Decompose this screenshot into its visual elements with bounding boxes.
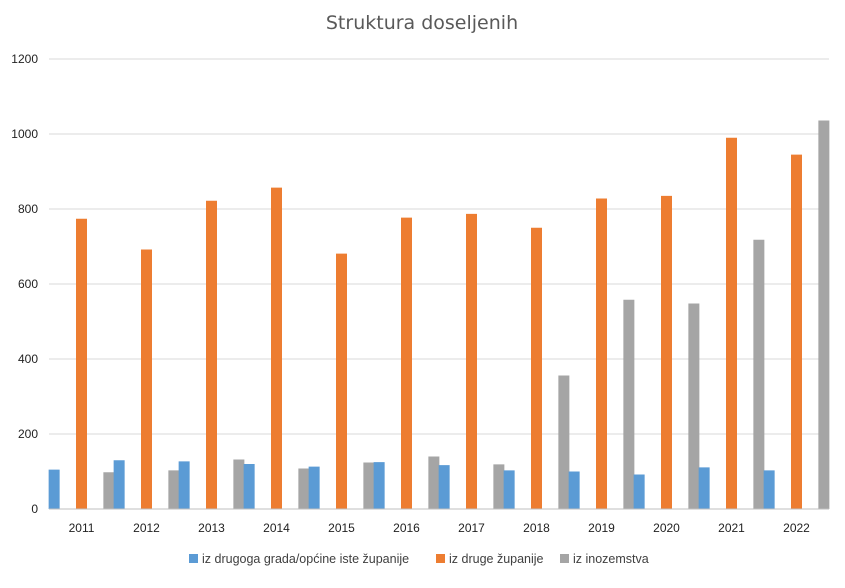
y-tick-label: 1000 [11,127,38,141]
bar-3-2020 [688,303,700,509]
y-tick-label: 600 [18,277,38,291]
bar-1-2013 [178,461,190,509]
x-tick-label: 2018 [523,521,550,535]
bar-1-2018 [503,470,515,509]
x-tick-label: 2019 [588,521,615,535]
bar-2-2017 [466,213,477,509]
legend-label-1: iz drugoga grada/općine iste županije [202,552,409,566]
bar-3-2013 [233,459,245,509]
legend: iz drugoga grada/općine iste županije iz … [189,552,649,566]
bar-3-2012 [168,470,180,509]
x-tick-label: 2013 [198,521,225,535]
bar-2-2022 [791,154,802,509]
legend-swatch-3 [560,554,569,563]
bar-3-2011 [103,472,115,509]
bar-1-2021 [698,467,710,509]
bar-1-2019 [568,471,580,509]
bar-1-2017 [438,465,450,509]
bar-2-2014 [271,187,282,509]
bar-2-2016 [401,217,412,509]
x-tick-label: 2015 [328,521,355,535]
x-tick-label: 2012 [133,521,160,535]
x-axis-tick-labels: 2011 2012 2013 2014 2015 2016 2017 2018 2019 2020… [69,521,811,535]
chart-title: Struktura doseljenih [326,12,518,34]
bar-3-2016 [428,456,440,509]
x-tick-label: 2011 [69,521,95,535]
legend-swatch-2 [436,554,445,563]
x-tick-label: 2016 [393,521,420,535]
bar-2-2012 [141,249,152,509]
bar-2-2013 [206,200,217,509]
bar-2-2019 [596,198,607,509]
gridlines [49,58,829,435]
bar-1-2016 [373,462,385,509]
bar-1-2022 [763,470,775,509]
bar-1-2020 [633,474,645,509]
bar-3-2017 [493,464,505,509]
y-axis-tick-labels: 0 200 400 600 800 1000 1200 [11,52,38,516]
y-tick-label: 800 [18,202,38,216]
y-tick-label: 400 [18,352,38,366]
bar-2-2018 [531,227,542,509]
bar-2-2011 [76,218,87,509]
bars [48,120,830,509]
bar-2-2020 [661,195,672,509]
legend-swatch-1 [189,554,198,563]
x-tick-label: 2020 [653,521,680,535]
x-tick-label: 2014 [263,521,290,535]
bar-1-2014 [243,464,255,509]
bar-3-2022 [818,120,830,509]
legend-label-2: iz druge županije [449,552,544,566]
bar-3-2019 [623,299,635,509]
bar-3-2015 [363,462,375,509]
y-tick-label: 1200 [11,52,38,66]
y-tick-label: 200 [18,427,38,441]
x-tick-label: 2017 [458,521,485,535]
bar-2-2021 [726,137,737,509]
bar-1-2012 [113,460,125,509]
bar-3-2021 [753,239,765,509]
bar-3-2018 [558,375,570,509]
bar-3-2014 [298,468,310,509]
x-tick-label: 2021 [718,521,745,535]
bar-2-2015 [336,253,347,509]
y-tick-label: 0 [31,502,38,516]
bar-1-2011 [48,469,60,509]
x-tick-label: 2022 [783,521,810,535]
bar-1-2015 [308,466,320,509]
legend-label-3: iz inozemstva [573,552,649,566]
